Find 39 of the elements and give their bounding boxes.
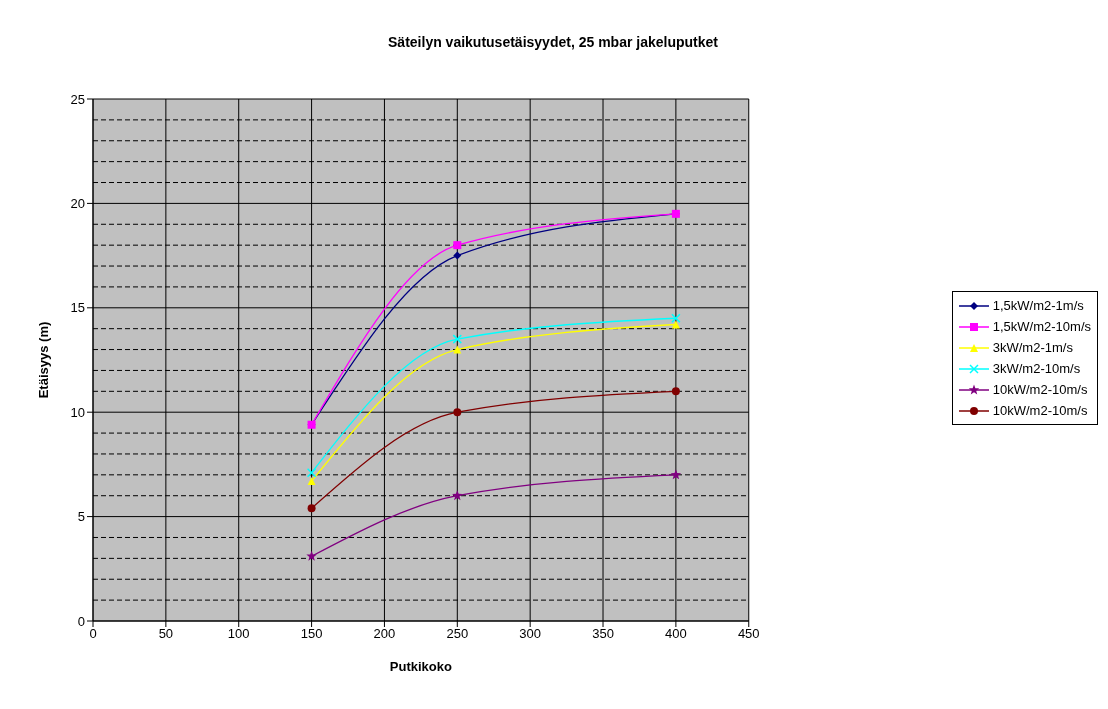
legend-label: 10kW/m2-10m/s	[992, 382, 1088, 397]
y-axis-title: Etäisyys (m)	[35, 321, 51, 399]
x-tick-label: 450	[737, 626, 760, 642]
point	[307, 477, 316, 486]
point	[452, 490, 463, 501]
point	[452, 334, 463, 344]
y-tick-label: 0	[77, 613, 85, 629]
x-tick-label: 250	[446, 626, 469, 642]
x-tick-label: 150	[300, 626, 323, 642]
y-tick-label: 20	[70, 196, 85, 212]
point	[671, 387, 680, 396]
x-tick-label: 300	[519, 626, 542, 642]
x-tick-label: 400	[665, 626, 687, 642]
x-tick-label: 0	[89, 626, 97, 642]
point	[307, 504, 316, 513]
point	[453, 345, 462, 354]
point	[670, 469, 682, 480]
y-tick-label: 25	[70, 91, 85, 107]
point	[671, 313, 681, 323]
legend-label: 3kW/m2-10m/s	[992, 361, 1081, 376]
point	[671, 320, 680, 329]
y-tick-label: 5	[77, 509, 85, 525]
x-tick-label: 100	[227, 626, 250, 642]
point	[306, 550, 317, 561]
x-axis-title: Putkikoko	[389, 659, 452, 674]
point	[453, 408, 462, 417]
x-tick-label: 50	[158, 626, 174, 642]
legend-label: 3kW/m2-1m/s	[992, 340, 1073, 355]
legend-label: 1,5kW/m2-1m/s	[992, 298, 1084, 313]
y-tick-label: 15	[70, 300, 85, 316]
y-tick-label: 10	[70, 404, 85, 420]
point	[453, 241, 462, 250]
x-tick-label: 200	[373, 626, 396, 642]
point	[453, 251, 462, 260]
legend-label: 10kW/m2-10m/s	[992, 403, 1088, 418]
point	[306, 468, 317, 478]
chart-title: Säteilyn vaikutusetäisyydet, 25 mbar jakeluputket	[387, 34, 719, 50]
x-tick-label: 350	[592, 626, 614, 642]
legend-label: 1,5kW/m2-10m/s	[992, 319, 1091, 334]
